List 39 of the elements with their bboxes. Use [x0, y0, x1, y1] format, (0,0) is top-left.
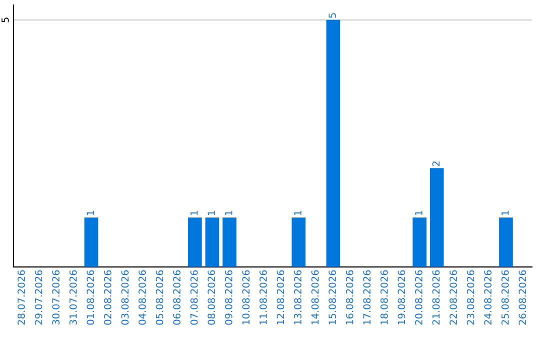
x-tick-label: 29.07.2026 [34, 270, 42, 325]
x-tick-label: 07.08.2026 [190, 270, 198, 325]
x-tick-label: 06.08.2026 [173, 270, 180, 325]
x-tick-label: 30.07.2026 [52, 270, 60, 325]
data-label: 1 [86, 210, 94, 216]
x-tick-label: 16.08.2026 [346, 270, 354, 324]
x-tick-label: 22.08.2026 [450, 270, 457, 325]
data-label: 2 [432, 162, 440, 166]
x-tick-label: 31.07.2026 [69, 270, 77, 325]
x-tick-label: 15.08.2026 [328, 270, 336, 324]
x-tick-label: 10.08.2026 [242, 270, 250, 324]
x-tick-label: 13.08.2026 [294, 270, 302, 324]
x-tick-label: 08.08.2026 [208, 270, 216, 325]
x-tick-label: 17.08.2026 [363, 270, 371, 324]
data-label: 1 [502, 210, 509, 216]
x-tick-label: 03.08.2026 [121, 270, 129, 325]
x-tick-label: 12.08.2026 [276, 270, 284, 324]
x-tick-label: 23.08.2026 [466, 270, 474, 325]
x-tick-label: 21.08.2026 [432, 270, 440, 325]
x-tick-label: 11.08.2026 [260, 270, 267, 324]
data-label: 5 [328, 13, 336, 18]
x-tick-label: 24.08.2026 [484, 270, 492, 325]
data-label: 1 [294, 210, 302, 216]
x-tick-label: 09.08.2026 [224, 270, 232, 325]
x-tick-label: 04.08.2026 [138, 270, 146, 325]
x-tick-label: 02.08.2026 [104, 270, 112, 325]
x-tick-label: 26.08.2026 [518, 270, 526, 325]
x-tick-label: 05.08.2026 [156, 270, 164, 325]
data-label: 1 [208, 210, 215, 216]
data-label: 1 [190, 210, 198, 216]
x-tick-label: 01.08.2026 [86, 270, 94, 325]
data-label: 1 [225, 210, 232, 216]
x-tick-label: 20.08.2026 [415, 270, 422, 325]
x-tick-label: 28.07.2026 [18, 270, 25, 325]
data-label: 1 [415, 210, 422, 216]
x-tick-label: 18.08.2026 [380, 270, 388, 324]
x-tick-label: 14.08.2026 [311, 270, 319, 324]
x-tick-label: 25.08.2026 [501, 270, 509, 325]
x-tick-label: 19.08.2026 [398, 270, 406, 324]
